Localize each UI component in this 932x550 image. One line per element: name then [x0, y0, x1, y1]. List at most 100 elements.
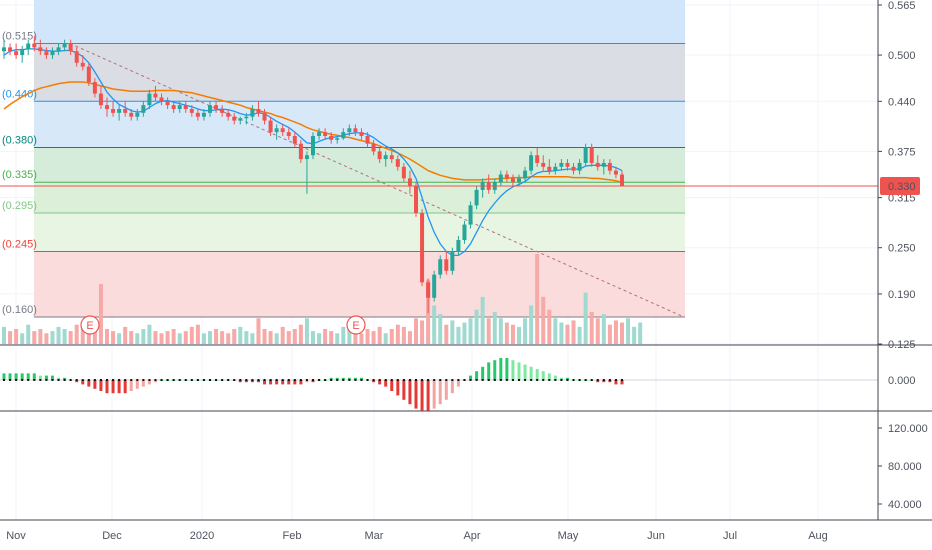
candle-body [474, 189, 479, 206]
oscillator-signal-dot [408, 379, 411, 381]
oscillator-signal-dot [542, 379, 545, 381]
price-axis-label: 0.500 [888, 50, 916, 62]
volume-bar [371, 331, 376, 344]
volume-bar [523, 318, 528, 344]
oscillator-bar [608, 380, 612, 383]
oscillator-bar [481, 366, 485, 380]
fib-level-label: (0.335) [2, 169, 37, 181]
fib-zone [34, 213, 685, 252]
oscillator-signal-dot [160, 379, 163, 381]
candle-body [601, 162, 606, 167]
volume-bar [311, 331, 315, 344]
oscillator-signal-dot [451, 379, 454, 381]
oscillator-bar [14, 373, 18, 380]
oscillator-signal-dot [324, 379, 327, 381]
volume-bar [335, 333, 340, 344]
earnings-marker-label: E [352, 320, 359, 332]
oscillator-signal-dot [608, 379, 611, 381]
volume-bar [620, 322, 624, 344]
volume-bar [553, 318, 558, 344]
volume-bar [74, 324, 79, 344]
oscillator-signal-dot [227, 379, 230, 381]
volume-bar [498, 318, 503, 344]
price-axis-label: 0.250 [888, 243, 916, 255]
volume-bar [274, 333, 279, 344]
oscillator-bar [499, 358, 503, 380]
oscillator-bar [553, 375, 557, 380]
candle-body [377, 151, 382, 160]
oscillator-signal-dot [106, 379, 108, 381]
oscillator-bar [426, 380, 430, 411]
candle-body [323, 132, 328, 136]
last-price-badge [880, 177, 920, 196]
candle-body [250, 109, 255, 117]
volume-bar [353, 331, 358, 344]
oscillator-bar [75, 380, 79, 383]
volume-bar [438, 314, 443, 344]
volume-bar [517, 326, 521, 344]
oscillator-bar [269, 380, 273, 385]
oscillator-bar [238, 380, 242, 383]
candle-body [401, 166, 406, 179]
candle-body [420, 213, 425, 283]
oscillator-bar [256, 380, 260, 383]
oscillator-bar [63, 377, 67, 380]
candle-body [92, 82, 97, 94]
volume-bar [98, 284, 103, 344]
oscillator-signal-dot [318, 379, 321, 381]
fib-zone [34, 147, 685, 183]
candle-body [523, 170, 528, 179]
volume-bar [414, 318, 418, 344]
oscillator-signal-dot [287, 379, 290, 381]
oscillator-bar [293, 380, 297, 385]
volume-bar [129, 331, 134, 344]
time-axis-label: May [558, 530, 579, 542]
oscillator-signal-dot [499, 379, 502, 381]
candle-body [595, 162, 600, 167]
fib-zone [34, 182, 685, 214]
oscillator-signal-dot [215, 379, 218, 381]
candle-body [117, 109, 122, 113]
oscillator-bar [311, 380, 315, 383]
volume-bar [317, 333, 322, 344]
oscillator-signal-dot [190, 379, 193, 381]
candle-body [438, 259, 443, 275]
time-axis-label: Nov [6, 530, 26, 542]
candle-body [359, 132, 364, 136]
volume-bar [208, 331, 212, 344]
volume-bar [607, 324, 612, 344]
candle-body [2, 47, 6, 52]
volume-bar [20, 333, 25, 344]
oscillator-signal-dot [578, 379, 581, 381]
oscillator-signal-dot [348, 379, 351, 381]
volume-bar [92, 326, 97, 344]
candle-body [335, 138, 340, 140]
volume-bar [298, 324, 303, 344]
oscillator-bar [129, 380, 133, 391]
oscillator-bar [541, 371, 545, 380]
oscillator-signal-dot [263, 379, 266, 381]
oscillator-bar [123, 380, 127, 394]
oscillator-bar [420, 380, 424, 411]
fib-zone [34, 43, 685, 102]
volume-bar [141, 329, 146, 344]
oscillator-signal-dot [566, 379, 569, 381]
candle-body [395, 159, 400, 167]
candle-body [14, 51, 19, 56]
oscillator-signal-dot [148, 379, 151, 381]
candle-body [450, 251, 455, 271]
candle-body [444, 259, 449, 271]
volume-bar [56, 326, 61, 344]
volume-bar [626, 318, 631, 344]
time-axis-label: Feb [283, 530, 302, 542]
candle-body [256, 109, 261, 113]
candle-body [529, 155, 534, 171]
oscillator-bar [493, 360, 497, 380]
oscillator-signal-dot [366, 379, 369, 381]
oscillator-bar [475, 371, 479, 380]
oscillator-signal-dot [384, 379, 387, 381]
volume-bar [383, 333, 388, 344]
oscillator-signal-dot [281, 379, 284, 381]
oscillator-bar [535, 369, 539, 380]
